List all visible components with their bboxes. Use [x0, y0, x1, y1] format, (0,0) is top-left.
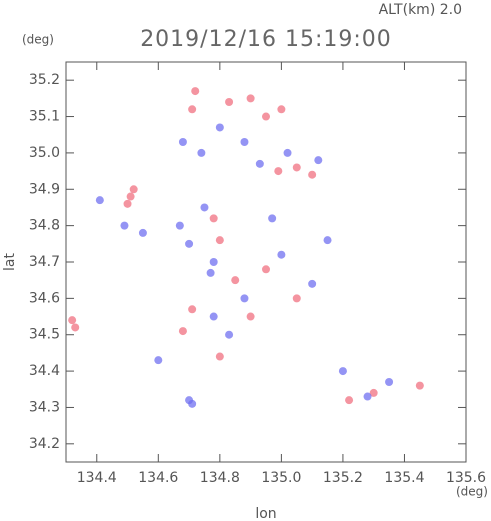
- y-axis-label: lat: [2, 253, 18, 271]
- echo-point: [262, 112, 270, 121]
- echo-point: [197, 148, 206, 157]
- echo-point: [338, 367, 347, 376]
- chart-subtitle: ALT(km) 2.0: [379, 2, 462, 18]
- y-tick-label: 34.5: [29, 327, 60, 343]
- y-tick-label: 34.2: [29, 436, 60, 452]
- x-tick-label: 135.6: [446, 470, 486, 486]
- echo-point: [129, 185, 138, 194]
- chart-title: 2019/12/16 15:19:00: [140, 27, 392, 52]
- echo-point: [292, 294, 301, 303]
- echo-point: [268, 214, 277, 223]
- echo-point: [240, 294, 249, 303]
- x-unit: (deg): [456, 485, 488, 499]
- y-tick-label: 34.3: [29, 399, 60, 415]
- echo-point: [188, 399, 197, 408]
- echo-point: [138, 228, 147, 237]
- echo-point: [283, 148, 292, 157]
- x-tick-label: 134.8: [200, 470, 240, 486]
- y-tick-label: 34.8: [29, 218, 60, 234]
- echo-point: [209, 214, 218, 223]
- echo-point: [178, 327, 187, 336]
- echo-point: [178, 138, 187, 146]
- echo-point: [209, 312, 218, 321]
- echo-point: [274, 167, 283, 176]
- echo-point: [188, 105, 197, 114]
- y-tick-label: 35.2: [29, 72, 60, 88]
- y-tick-label: 35.1: [29, 109, 60, 125]
- echo-point: [277, 105, 286, 114]
- y-tick-label: 34.4: [29, 363, 60, 379]
- y-tick-label: 34.6: [29, 290, 60, 306]
- echo-point: [154, 356, 163, 365]
- echo-point: [206, 268, 215, 277]
- x-tick-label: 134.4: [77, 470, 117, 486]
- echo-point: [185, 239, 194, 248]
- echo-point: [369, 388, 378, 397]
- echo-point: [231, 276, 240, 285]
- y-tick-label: 34.9: [29, 181, 60, 197]
- echo-point: [240, 138, 249, 146]
- y-tick-label: 35.0: [29, 145, 60, 161]
- echo-point: [200, 203, 209, 212]
- echo-point: [308, 170, 317, 179]
- echo-point: [415, 381, 424, 390]
- echo-point: [71, 323, 80, 332]
- echo-point: [175, 221, 184, 230]
- plot-frame: [65, 61, 467, 463]
- echo-point: [95, 196, 104, 205]
- echo-point: [68, 316, 77, 325]
- echo-point: [215, 123, 224, 132]
- echo-point: [225, 330, 234, 339]
- x-axis-label: lon: [255, 506, 276, 521]
- echo-point: [123, 199, 132, 208]
- echo-point: [209, 258, 218, 266]
- echo-point: [120, 221, 129, 230]
- echo-point: [363, 392, 372, 401]
- echo-point: [308, 279, 317, 288]
- echo-point: [246, 94, 255, 103]
- echo-point: [314, 156, 323, 165]
- echo-point: [277, 250, 286, 259]
- echo-point: [225, 98, 234, 106]
- y-unit: (deg): [22, 33, 54, 47]
- echo-point: [385, 378, 394, 386]
- echo-point: [255, 159, 264, 168]
- echo-point: [345, 396, 354, 405]
- echo-point: [323, 236, 332, 245]
- echo-point: [188, 305, 197, 314]
- y-tick-label: 34.7: [29, 254, 60, 270]
- echo-point: [246, 312, 255, 321]
- x-tick-label: 135.2: [323, 470, 363, 486]
- echo-point: [292, 163, 301, 172]
- echo-point: [191, 87, 200, 96]
- x-tick-label: 135.4: [384, 470, 424, 486]
- echo-point: [215, 352, 224, 361]
- echo-point: [126, 192, 135, 201]
- echo-point: [215, 236, 224, 245]
- x-tick-label: 135.0: [261, 470, 301, 486]
- echo-point: [262, 265, 270, 274]
- x-tick-label: 134.6: [138, 470, 178, 486]
